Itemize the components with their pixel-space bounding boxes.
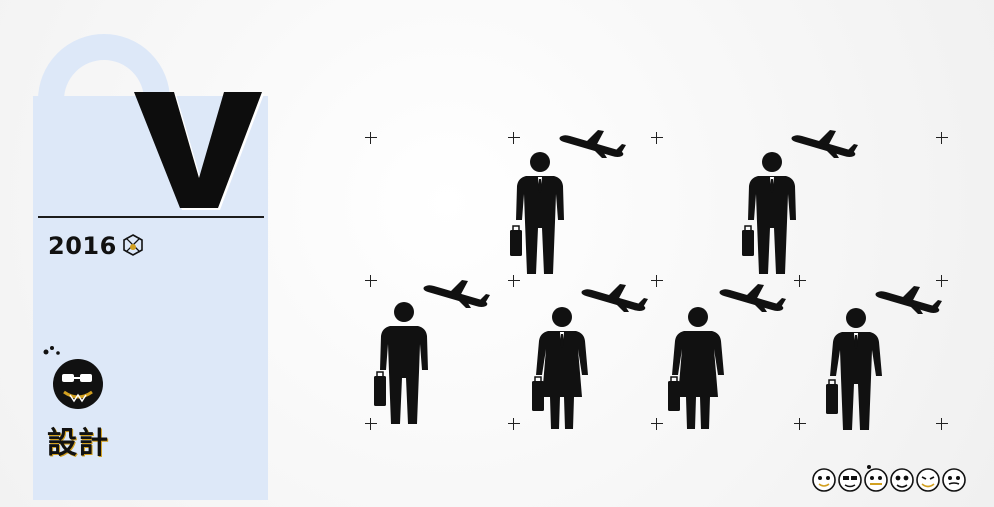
woman-icon <box>668 307 724 429</box>
businessman-icon <box>374 302 428 424</box>
big-letter-v: V <box>132 86 272 216</box>
bearded-face-logo-icon <box>40 340 112 412</box>
airplane-icon <box>791 130 858 158</box>
crosshair-plus-icon <box>365 132 377 144</box>
crosshair-plus-icon <box>651 418 663 430</box>
crosshair-plus-icon <box>936 418 948 430</box>
crosshair-plus-icon <box>365 275 377 287</box>
airplane-icon <box>719 284 786 312</box>
crosshair-plus-icon <box>508 132 520 144</box>
face-badge-icon <box>942 468 966 492</box>
studio-label: 設計 <box>47 426 109 461</box>
crosshair-plus-icon <box>936 132 948 144</box>
businesswoman-icon <box>532 307 588 429</box>
businessman-icon <box>742 152 796 274</box>
businessman-icon <box>826 308 882 430</box>
crosshair-plus-icon <box>651 275 663 287</box>
airplane-icon <box>559 130 626 158</box>
footer-face-badges <box>812 465 966 492</box>
year-label: 2016 <box>48 232 117 260</box>
face-badge-icon <box>916 468 940 492</box>
face-badge-icon <box>864 465 888 492</box>
face-badge-icon <box>890 468 914 492</box>
crosshair-plus-icon <box>936 275 948 287</box>
face-badge-icon <box>812 468 836 492</box>
airplane-icon <box>423 280 490 308</box>
crosshair-plus-icon <box>365 418 377 430</box>
face-badge-icon <box>838 468 862 492</box>
airplane-icon <box>875 286 942 314</box>
crosshair-plus-icon <box>508 418 520 430</box>
crosshair-plus-icon <box>794 418 806 430</box>
crosshair-plus-icon <box>794 275 806 287</box>
crosshair-plus-icon <box>651 132 663 144</box>
crosshair-plus-icon <box>508 275 520 287</box>
airplane-icon <box>581 284 648 312</box>
geometric-face-icon <box>121 233 145 257</box>
title-divider <box>38 216 264 218</box>
businessman-icon <box>510 152 564 274</box>
